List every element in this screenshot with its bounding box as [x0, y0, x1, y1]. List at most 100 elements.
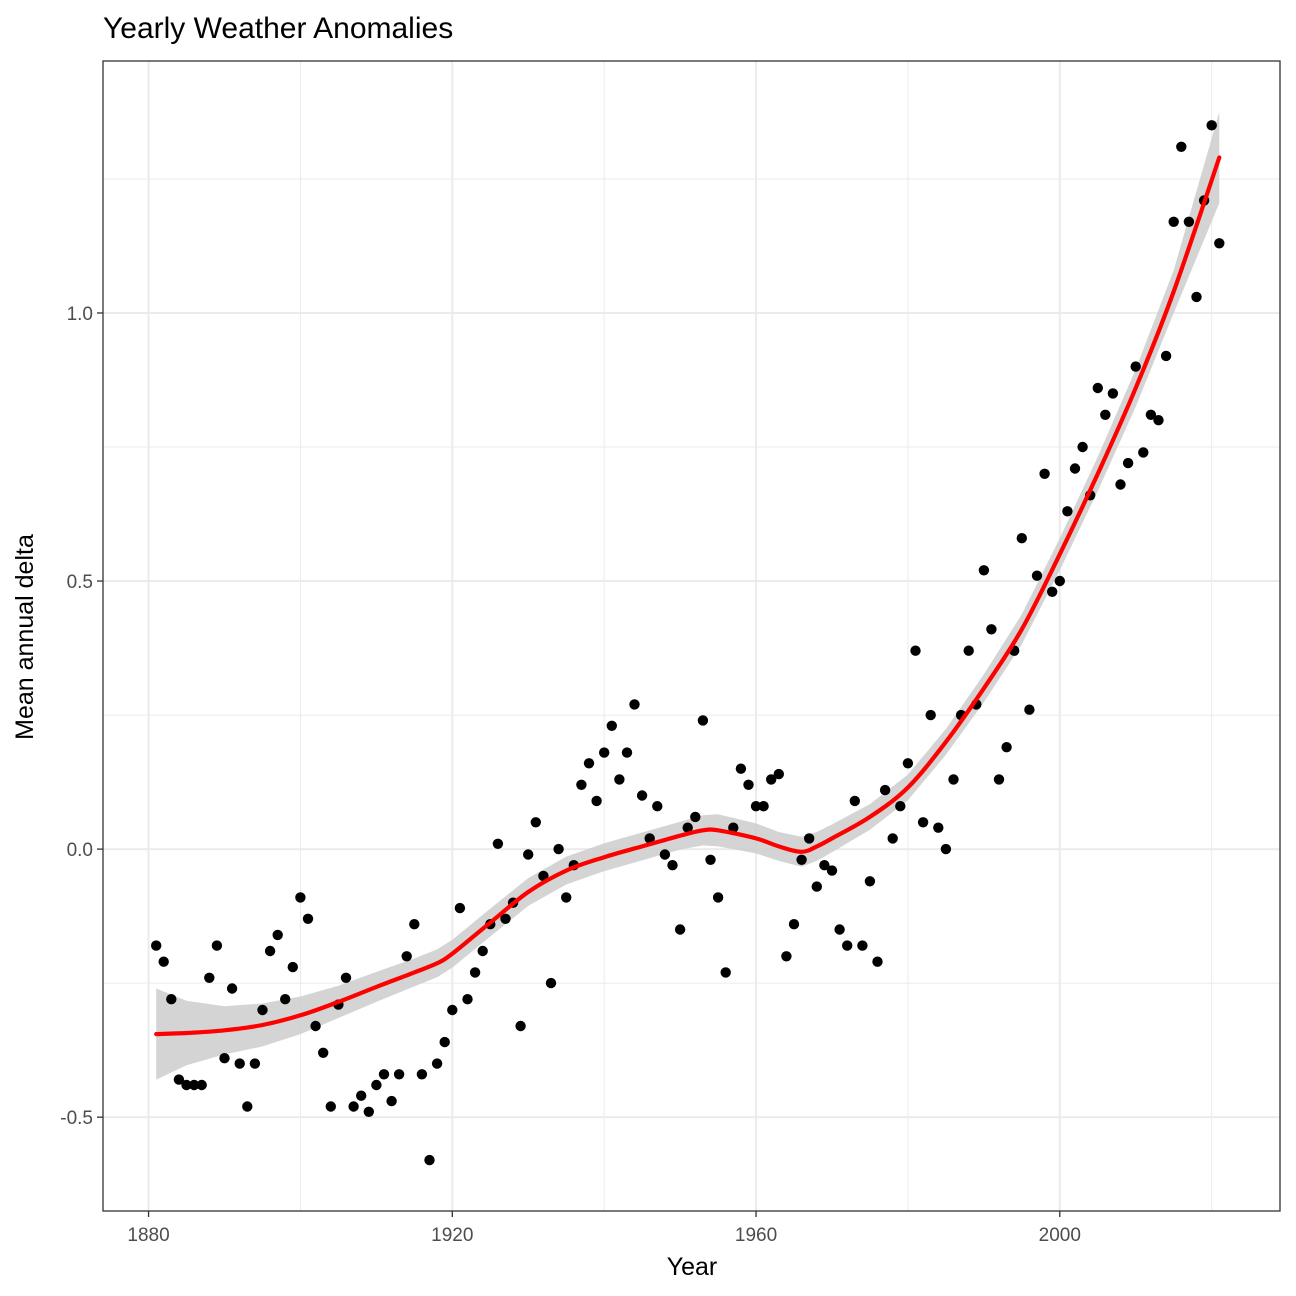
data-point [1153, 415, 1164, 426]
data-point [614, 774, 625, 785]
data-point [173, 1074, 185, 1085]
data-point [849, 795, 860, 807]
data-point [310, 1020, 321, 1032]
data-point [1160, 350, 1172, 362]
data-point [151, 940, 162, 951]
data-point [781, 951, 792, 962]
data-point [492, 838, 504, 849]
data-point [766, 774, 777, 785]
data-point [667, 860, 678, 871]
data-point [735, 763, 747, 774]
x-tick-label: 1920 [431, 1225, 473, 1246]
data-point [1183, 216, 1195, 227]
data-point [583, 758, 595, 769]
data-point [196, 1079, 207, 1091]
data-point [439, 1036, 450, 1048]
data-point [895, 801, 906, 812]
x-axis-ticks: 1880 1920 1960 2000 [127, 1211, 1081, 1246]
data-point [879, 784, 891, 796]
data-point [933, 822, 944, 833]
data-point [416, 1069, 428, 1080]
data-point [1191, 291, 1202, 303]
data-point [576, 779, 587, 790]
data-point [1168, 216, 1179, 227]
data-point [469, 967, 481, 978]
data-point [1130, 361, 1141, 372]
data-point [1039, 468, 1050, 479]
data-point [728, 822, 739, 833]
data-point [234, 1058, 245, 1069]
data-point [834, 924, 845, 935]
chart-title: Yearly Weather Anomalies [103, 12, 453, 45]
data-point [636, 790, 648, 801]
data-point [257, 1004, 268, 1016]
data-point [477, 945, 488, 957]
data-point [431, 1058, 443, 1069]
data-point [758, 801, 769, 812]
x-tick-label: 1880 [127, 1225, 169, 1246]
data-point [629, 699, 640, 710]
data-point [705, 854, 716, 865]
data-point [644, 833, 655, 844]
data-point [857, 940, 868, 951]
plot-panel-border [102, 60, 1281, 1212]
data-point [378, 1069, 390, 1080]
data-point [462, 994, 473, 1005]
minor-gridlines [103, 61, 1280, 1211]
data-point [553, 843, 564, 855]
data-point [925, 709, 936, 721]
data-point [819, 860, 830, 871]
data-point [523, 849, 534, 860]
data-point [1145, 409, 1157, 420]
data-point [318, 1047, 329, 1059]
data-point [348, 1101, 359, 1112]
data-point [188, 1079, 200, 1091]
data-point [993, 774, 1005, 785]
data-point [811, 881, 822, 892]
data-point [697, 715, 709, 726]
data-point [424, 1154, 435, 1166]
x-tick-label: 2000 [1039, 1225, 1081, 1246]
data-point [826, 865, 838, 876]
smooth-trend-line [154, 155, 1222, 1037]
data-point [356, 1090, 367, 1101]
data-point [371, 1079, 382, 1091]
data-point [986, 624, 997, 635]
data-point [917, 817, 929, 828]
data-point [606, 720, 617, 731]
data-point [401, 951, 412, 962]
data-point [515, 1020, 526, 1032]
data-point [743, 779, 754, 790]
data-point [530, 817, 541, 828]
y-tick-label: 1.0 [67, 304, 93, 325]
data-point [1031, 570, 1043, 581]
data-point [340, 972, 352, 983]
data-point [712, 892, 724, 903]
data-point [591, 795, 602, 807]
data-point [1100, 409, 1111, 420]
data-point [447, 1004, 458, 1016]
data-point [652, 801, 663, 812]
data-point [842, 940, 853, 951]
data-point [1206, 120, 1217, 131]
data-point [940, 843, 952, 855]
data-point [750, 801, 762, 812]
data-point [204, 972, 215, 983]
data-point [264, 945, 276, 957]
data-point [302, 913, 314, 924]
data-point [1138, 447, 1149, 458]
data-point [1016, 533, 1027, 544]
data-point [872, 956, 883, 967]
data-point [1077, 441, 1088, 453]
x-tick-label: 1960 [735, 1225, 777, 1246]
data-points [151, 120, 1225, 1166]
data-point [242, 1101, 253, 1112]
data-point [948, 774, 959, 785]
data-point [621, 747, 633, 758]
data-point [1176, 141, 1187, 152]
data-point [219, 1053, 230, 1064]
y-tick-label: 0.5 [67, 572, 93, 593]
data-point [561, 892, 572, 903]
data-point [682, 822, 693, 833]
